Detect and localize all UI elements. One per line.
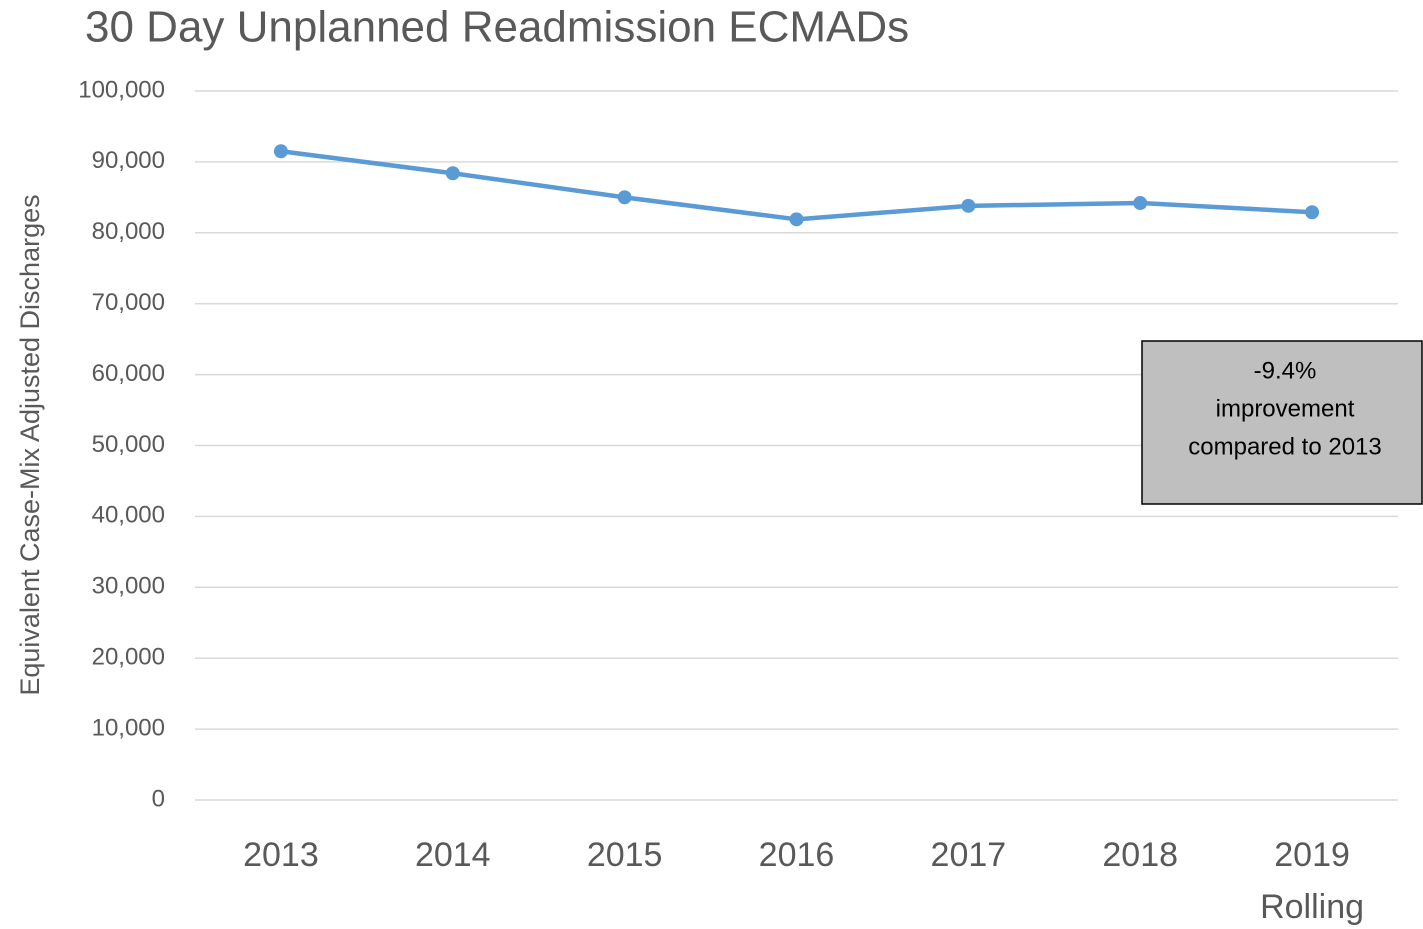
- y-tick-label: 10,000: [92, 714, 165, 741]
- x-tick-label: 2017: [931, 836, 1007, 874]
- x-tick-label: 2015: [587, 836, 663, 874]
- marker: [789, 212, 804, 227]
- marker: [273, 144, 288, 159]
- y-tick-label: 0: [152, 785, 165, 812]
- y-tick-label: 40,000: [92, 502, 165, 529]
- y-tick-label: 90,000: [92, 147, 165, 174]
- y-tick-label: 100,000: [78, 76, 165, 103]
- y-tick-label: 70,000: [92, 289, 165, 316]
- marker: [1133, 196, 1148, 211]
- x-tick-label-line: 2019: [1274, 836, 1350, 874]
- annotation-text: improvement: [1216, 395, 1355, 422]
- x-tick-label: 2013: [243, 836, 319, 874]
- y-tick-label: 20,000: [92, 644, 165, 671]
- x-tick-label-line: Rolling: [1260, 888, 1364, 926]
- x-tick-label: 2014: [415, 836, 491, 874]
- marker: [445, 166, 460, 181]
- y-tick-label: 30,000: [92, 573, 165, 600]
- marker: [617, 190, 632, 205]
- x-tick-label: 2019 Rolling: [1260, 836, 1364, 926]
- chart-title: 30 Day Unplanned Readmission ECMADs: [85, 3, 909, 52]
- y-axis-label: Equivalent Case-Mix Adjusted Discharges: [15, 194, 45, 695]
- x-tick-label: 2016: [759, 836, 835, 874]
- y-tick-label: 50,000: [92, 431, 165, 458]
- marker: [1305, 205, 1320, 220]
- y-tick-label: 80,000: [92, 218, 165, 245]
- x-tick-label: 2018: [1102, 836, 1178, 874]
- annotation-text: -9.4%: [1254, 357, 1317, 384]
- y-tick-label: 60,000: [92, 360, 165, 387]
- marker: [961, 198, 976, 213]
- annotation-text: compared to 2013: [1188, 433, 1381, 460]
- annotation-box: [1141, 340, 1423, 505]
